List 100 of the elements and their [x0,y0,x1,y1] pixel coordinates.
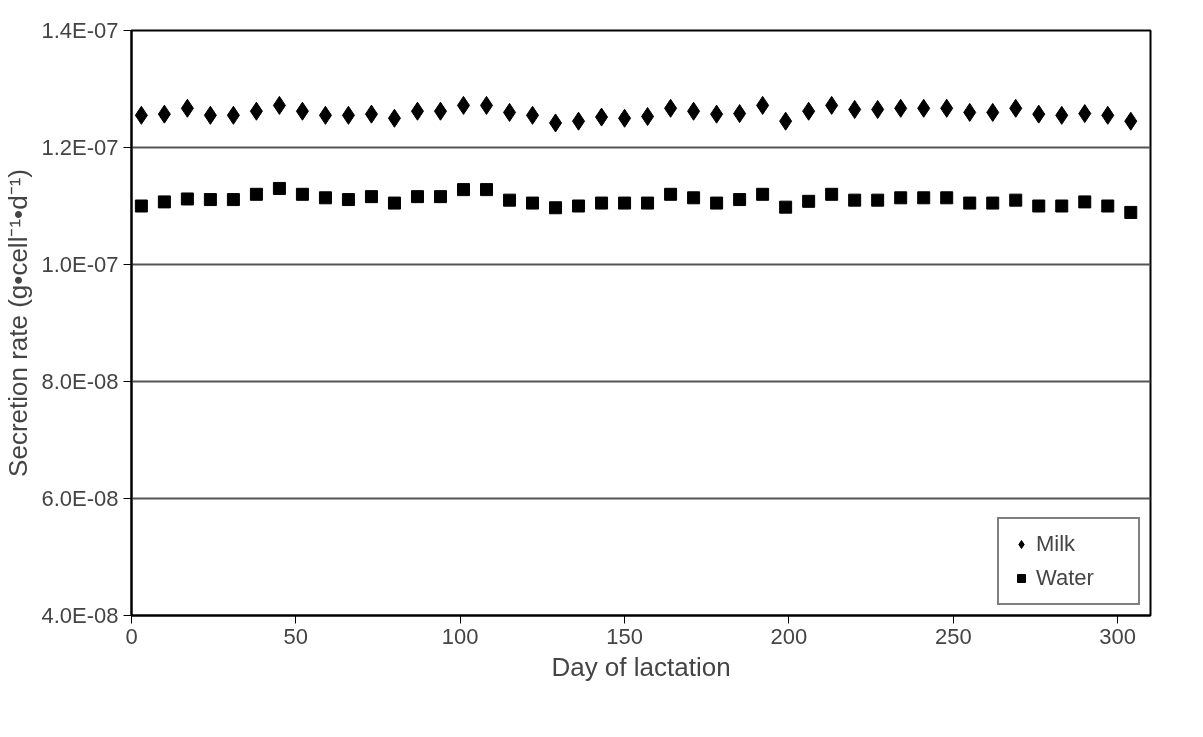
point [687,101,701,121]
point [1101,105,1115,125]
point [986,196,1000,210]
point [203,193,217,207]
point [318,191,332,205]
point [779,200,793,214]
point [410,190,424,204]
x-tick-label: 150 [606,623,643,649]
point [894,191,908,205]
point [364,190,378,204]
point [433,101,447,121]
x-tick-label: 200 [770,623,808,649]
point [1055,199,1069,213]
point [1124,111,1138,131]
point [871,193,885,207]
point [825,95,839,115]
point [134,105,148,125]
point [595,196,609,210]
point [1124,205,1138,219]
point [1032,199,1046,213]
point [871,99,885,119]
point [963,196,977,210]
y-axis-title: Secretion rate (g•cell⁻¹•d⁻¹) [3,169,34,477]
point [641,196,655,210]
point [503,193,517,207]
point [710,104,724,124]
point [664,187,678,201]
point [272,95,286,115]
x-tick-label: 100 [441,623,479,649]
point [1101,199,1115,213]
point [917,98,931,118]
legend-label: Water [1036,565,1095,591]
point [1009,98,1023,118]
point [664,98,678,118]
point [410,101,424,121]
point [387,196,401,210]
point [249,187,263,201]
point [963,102,977,122]
point [986,102,1000,122]
point [341,193,355,207]
point [802,194,816,208]
legend-label: Milk [1036,531,1077,557]
point [848,99,862,119]
point [433,190,447,204]
point [480,95,494,115]
x-tick-label: 250 [934,623,972,649]
point [226,105,240,125]
x-tick-label: 50 [283,623,309,649]
point [572,199,586,213]
point [341,105,355,125]
point [134,199,148,213]
point [641,107,655,126]
point [364,104,378,124]
point [940,191,954,205]
point [295,187,309,201]
point [940,98,954,118]
y-tick-label: 1.4E-07 [41,18,119,43]
y-tick-label: 6.0E-08 [41,486,119,511]
point [894,98,908,118]
point [802,101,816,121]
point [1032,104,1046,124]
point [779,111,793,131]
y-tick-label: 1.2E-07 [41,135,119,160]
point [549,201,563,215]
point [526,196,540,210]
point [526,105,540,125]
y-tick-label: 1.0E-07 [41,252,119,277]
point [249,101,263,121]
point [848,193,862,207]
point [1078,195,1092,209]
point [618,196,632,210]
point [295,101,309,121]
point [733,104,747,124]
point [387,108,401,128]
point [618,108,632,128]
point [825,187,839,201]
point [549,113,563,133]
point [157,104,171,124]
point [1078,104,1092,124]
point [687,191,701,205]
y-tick-label: 8.0E-08 [41,369,119,394]
point [503,102,517,122]
y-tick-label: 4.0E-08 [41,603,119,628]
x-tick-label: 300 [1099,623,1136,649]
point [917,191,931,205]
point [572,111,586,131]
point [203,105,217,125]
point [226,193,240,207]
point [272,181,286,195]
point [710,196,724,210]
point [733,193,747,207]
point [480,183,494,197]
point [1009,193,1023,207]
x-tick-label: 0 [125,623,138,649]
point [1055,105,1069,125]
x-axis-title: Day of lactation [551,651,731,682]
point [180,98,194,118]
point [595,107,609,127]
point [180,192,194,206]
point [318,105,332,125]
